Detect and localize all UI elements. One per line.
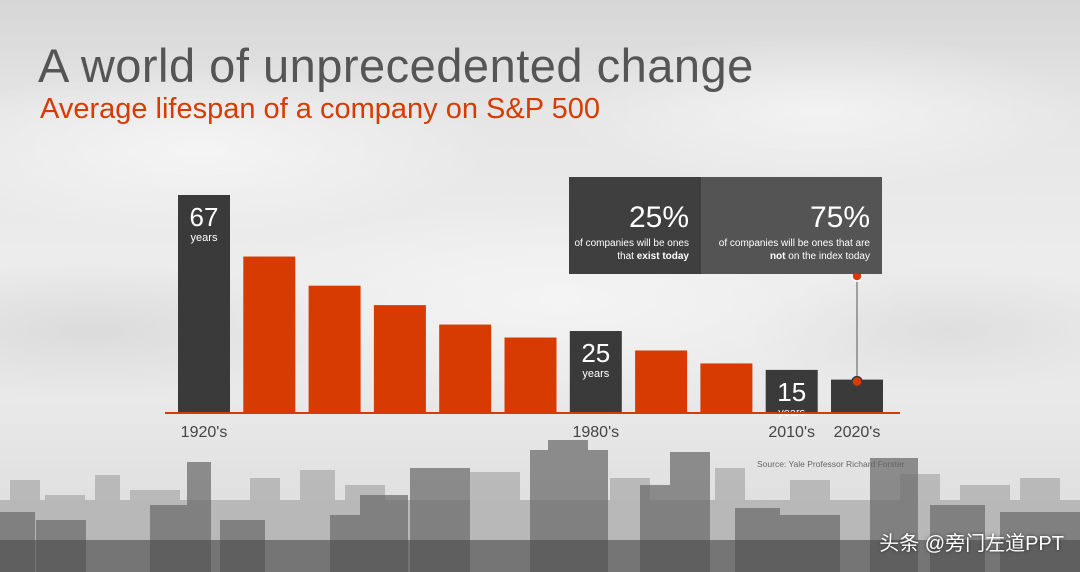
callout-right-percent: 75% — [809, 201, 870, 234]
x-tick-label-10: 2010's — [768, 424, 815, 441]
bar-10 — [765, 369, 818, 412]
bar-10-value-label: 15 — [777, 377, 806, 407]
bar-9 — [700, 363, 753, 412]
bar-2 — [243, 256, 296, 412]
callout-left-percent: 25% — [628, 201, 689, 234]
bar-1 — [178, 195, 230, 412]
callout-right-description: of companies will be ones that are not o… — [718, 238, 870, 262]
bar-1-value-label: 67 — [190, 202, 219, 232]
x-tick-label-7: 1980's — [572, 424, 619, 441]
bar-8 — [635, 350, 688, 412]
bar-6 — [504, 337, 557, 412]
bar-7-unit-label: years — [582, 368, 609, 380]
callout-existing-companies: 25% of companies will be ones that exist… — [569, 177, 701, 274]
watermark: 头条 @旁门左道PPT — [879, 533, 1064, 555]
bar-7-value-label: 25 — [581, 338, 610, 368]
callout-new-companies: 75% of companies will be ones that are n… — [701, 177, 882, 274]
callout-left-description: of companies will be ones that exist tod… — [574, 238, 689, 262]
x-tick-label-1: 1920's — [181, 424, 228, 441]
page-title: A world of unprecedented change — [38, 39, 754, 92]
bar-3 — [308, 285, 361, 412]
bar-4 — [373, 305, 426, 412]
bar-7 — [569, 331, 622, 412]
connector-bottom-dot — [851, 375, 863, 388]
bar-1-unit-label: years — [191, 232, 218, 244]
x-tick-label-11: 2020's — [834, 424, 881, 441]
bar-5 — [439, 324, 492, 412]
source-note: Source: Yale Professor Richard Forster — [757, 459, 905, 469]
page-subtitle: Average lifespan of a company on S&P 500 — [40, 93, 600, 125]
